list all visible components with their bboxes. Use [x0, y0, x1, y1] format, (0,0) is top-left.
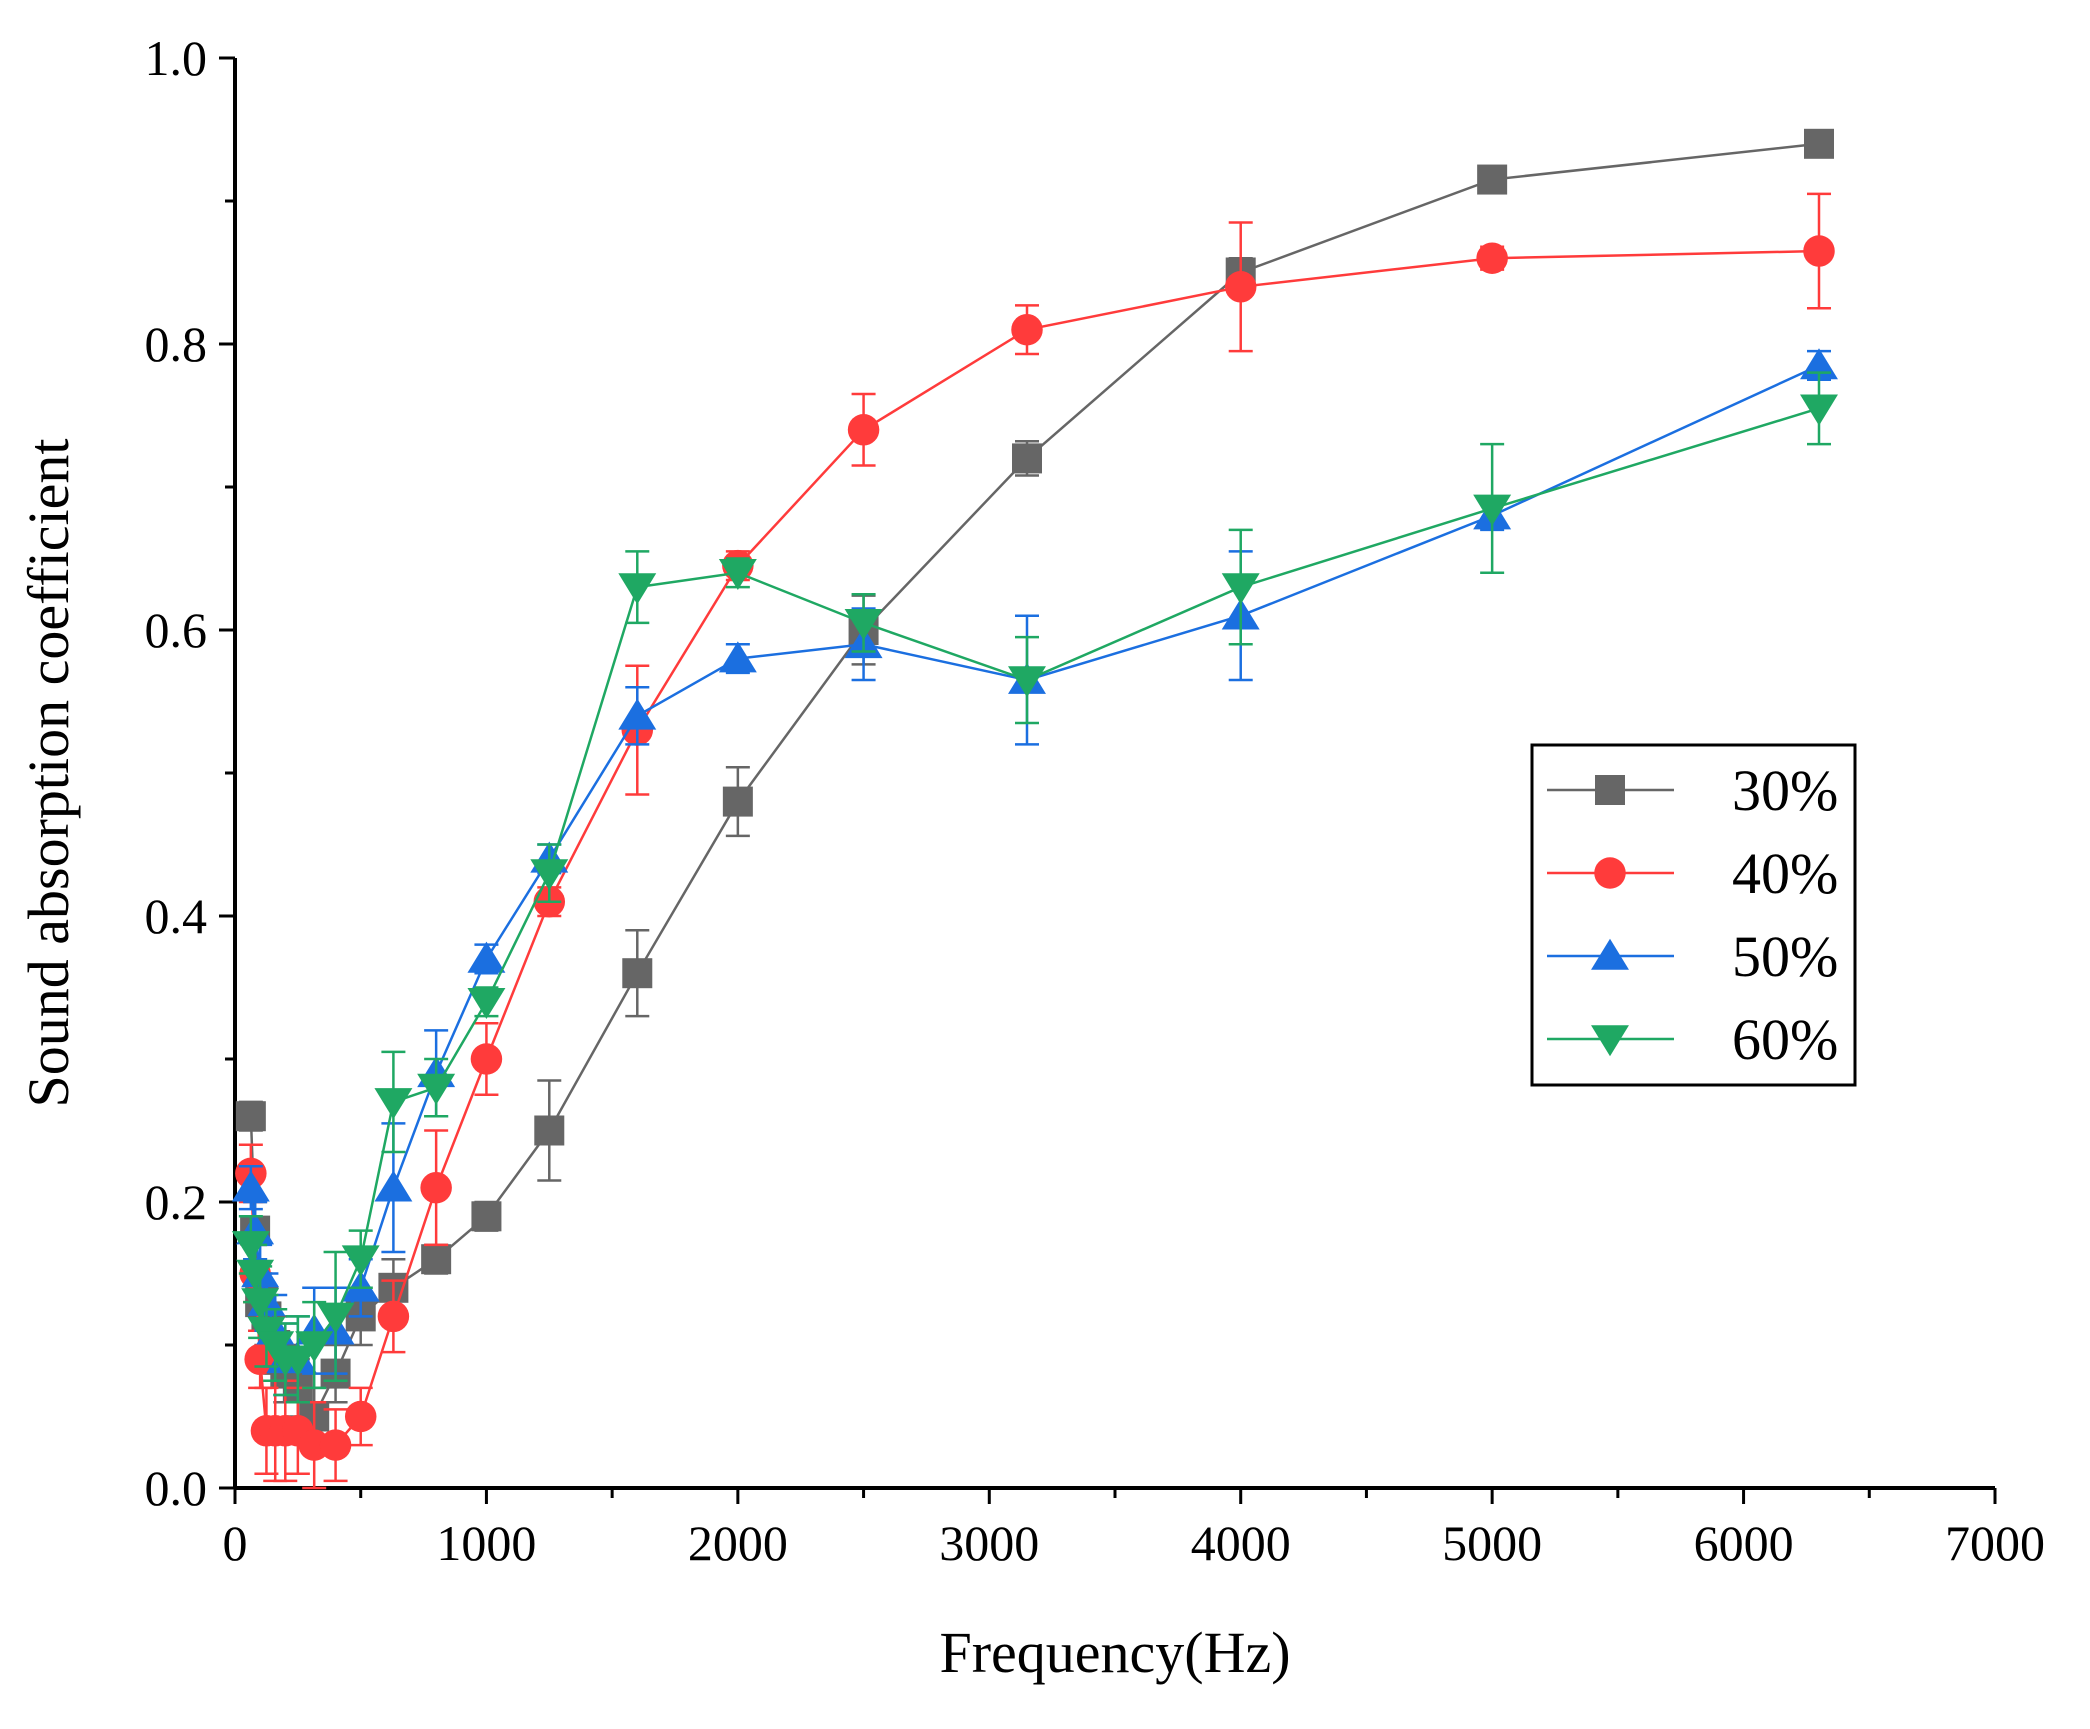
- y-tick-label: 0.4: [145, 888, 208, 944]
- legend-entry: 50%: [1547, 924, 1838, 989]
- data-point: [417, 1073, 456, 1105]
- data-point: [1803, 235, 1835, 267]
- data-point: [278, 1345, 317, 1377]
- data-point: [1800, 394, 1838, 426]
- legend-entry: 30%: [1547, 758, 1838, 823]
- legend-marker: [1594, 857, 1626, 889]
- data-point: [241, 1288, 280, 1320]
- data-point: [231, 1231, 270, 1263]
- legend-entry: 40%: [1547, 841, 1838, 906]
- x-tick-label: 5000: [1442, 1515, 1542, 1571]
- data-point: [1473, 494, 1512, 526]
- x-tick-label: 1000: [436, 1515, 536, 1571]
- data-point: [316, 1302, 355, 1334]
- x-tick-label: 7000: [1945, 1515, 2045, 1571]
- data-point: [467, 941, 506, 973]
- legend-label: 50%: [1732, 924, 1838, 989]
- data-point: [295, 1331, 334, 1363]
- y-tick-label: 0.0: [145, 1460, 208, 1516]
- x-tick-label: 0: [223, 1515, 248, 1571]
- legend-entry: 60%: [1547, 1007, 1838, 1072]
- x-tick-label: 2000: [688, 1515, 788, 1571]
- x-tick-label: 6000: [1694, 1515, 1794, 1571]
- legend-marker: [1595, 775, 1625, 805]
- data-point: [236, 1259, 275, 1291]
- data-point: [618, 698, 657, 730]
- y-tick-label: 0.6: [145, 602, 208, 658]
- data-point: [618, 573, 657, 605]
- data-point: [374, 1170, 413, 1202]
- data-point: [530, 859, 569, 891]
- data-point: [421, 1244, 452, 1275]
- x-axis-title: Frequency(Hz): [939, 1620, 1290, 1685]
- data-point: [420, 1171, 452, 1204]
- data-point: [344, 1400, 377, 1433]
- legend: 30% 40% 50% 60%: [1530, 743, 1857, 1087]
- x-tick-label: 3000: [939, 1515, 1039, 1571]
- data-point: [235, 1101, 266, 1132]
- data-point: [231, 1170, 270, 1202]
- data-point: [844, 609, 883, 641]
- data-point: [722, 786, 753, 817]
- data-point: [1224, 271, 1257, 303]
- legend-marker: [1591, 1025, 1629, 1057]
- tick-labels: 0 1000 2000 3000 4000 5000 6000 7000 0.0 0.2 0.4 0.…: [145, 30, 2046, 1571]
- data-point: [1477, 164, 1508, 195]
- y-axis-title: Sound absorption coefficient: [16, 438, 81, 1107]
- y-tick-label: 0.8: [145, 316, 208, 372]
- x-tick-label: 4000: [1191, 1515, 1291, 1571]
- legend-box: [1530, 743, 1857, 1087]
- data-point: [341, 1245, 380, 1277]
- series-60pct: [231, 371, 1838, 1404]
- legend-marker: [1591, 938, 1629, 970]
- legend-label: 60%: [1732, 1007, 1838, 1072]
- data-point: [471, 1201, 502, 1232]
- data-point: [622, 958, 653, 989]
- data-point: [1221, 573, 1260, 605]
- data-point: [534, 1115, 565, 1146]
- legend-label: 40%: [1732, 841, 1838, 906]
- data-point: [470, 1043, 503, 1075]
- data-point: [1804, 128, 1834, 159]
- y-tick-label: 1.0: [145, 30, 208, 86]
- data-point: [1011, 313, 1043, 346]
- legend-label: 30%: [1732, 758, 1838, 823]
- data-point: [467, 988, 506, 1020]
- series-layer: [231, 128, 1838, 1490]
- legend-entries: 30% 40% 50% 60%: [1547, 758, 1838, 1072]
- axes: [219, 56, 1997, 1504]
- data-point: [1008, 666, 1046, 698]
- data-point: [718, 559, 757, 591]
- data-point: [319, 1429, 352, 1461]
- y-tick-label: 0.2: [145, 1174, 208, 1230]
- data-point: [718, 641, 757, 673]
- data-point: [1476, 242, 1508, 274]
- data-point: [374, 1088, 413, 1120]
- data-point: [847, 414, 880, 446]
- data-point: [377, 1300, 410, 1333]
- data-point: [1012, 443, 1042, 474]
